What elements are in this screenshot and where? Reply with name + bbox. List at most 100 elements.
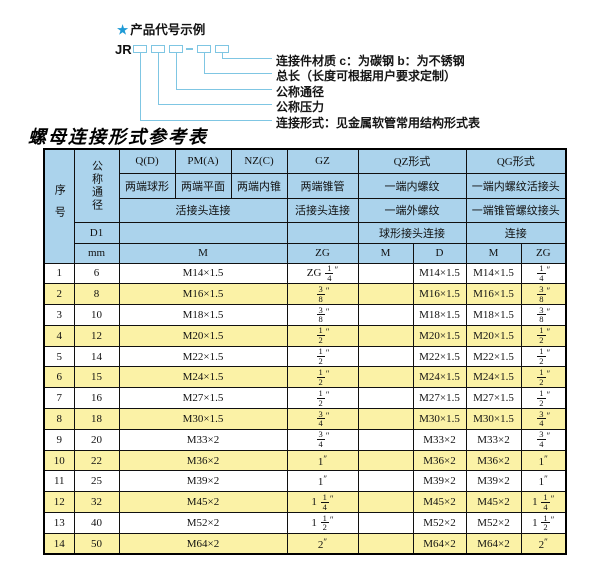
diagram-label-length: 总长（长度可根据用户要求定制） xyxy=(276,69,457,83)
table-cell xyxy=(357,408,414,430)
connector-line-3 xyxy=(176,53,272,90)
table-row: 8 18 M30×1.5 3 4 ″ M30×1.5 M30×1.5 3 4 ″ xyxy=(43,408,567,430)
header-thread: D xyxy=(412,242,467,264)
table-row: 2 8 M16×1.5 3 8 ″ M16×1.5 M16×1.5 3 8 ″ xyxy=(43,283,567,306)
table-cell xyxy=(357,512,414,534)
table-cell: 4 xyxy=(43,324,75,347)
diagram-label-material: 连接件材质 c：为碳钢 b：为不锈钢 xyxy=(276,54,465,68)
table-cell: 12 xyxy=(73,324,120,347)
table-cell: 1 1 4 ″ xyxy=(520,491,567,514)
table-cell xyxy=(357,283,414,306)
code-box-1 xyxy=(133,45,147,53)
inch-mark: ″ xyxy=(546,389,551,400)
table-cell: 32 xyxy=(73,491,120,514)
inch-mark: ″ xyxy=(325,306,330,317)
table-cell: M16×1.5 xyxy=(412,283,467,306)
table-cell: M24×1.5 xyxy=(118,366,288,389)
table-row: 7 16 M27×1.5 1 2 ″ M27×1.5 M27×1.5 1 2 ″ xyxy=(43,387,567,410)
table-cell: 1″ xyxy=(286,449,359,472)
header-conn4: 连接 xyxy=(465,221,567,244)
table-cell: M36×2 xyxy=(118,449,288,472)
inch-mark: ″ xyxy=(329,493,334,504)
header-conntype: 活接头连接 xyxy=(286,197,359,223)
inch-mark: ″ xyxy=(546,368,551,379)
inch-mark: ″ xyxy=(323,453,328,464)
table-cell: M27×1.5 xyxy=(118,387,288,410)
table-cell: M20×1.5 xyxy=(118,324,288,347)
table-cell: 1 2 ″ xyxy=(520,324,567,347)
header-group-pma: PM(A) xyxy=(174,148,232,174)
table-cell: 18 xyxy=(73,408,120,430)
table-header: 序号 公称通径 Q(D) PM(A) NZ(C) GZ QZ形式 QG形式 两端… xyxy=(43,148,567,264)
table-cell: 1 1 2 ″ xyxy=(286,512,359,534)
header-endtype: 一端内螺纹 xyxy=(357,172,467,199)
table-cell: M36×2 xyxy=(465,449,522,472)
table-cell: 1 1 2 ″ xyxy=(520,512,567,534)
inch-mark: ″ xyxy=(325,410,330,421)
code-prefix: JR xyxy=(115,42,132,57)
table-row: 1 6 M14×1.5 ZG 1 4 ″ M14×1.5 M14×1.5 1 4 ″ xyxy=(43,262,567,285)
diagram-label-pressure: 公称压力 xyxy=(276,100,325,114)
header-endtype: 一端内螺纹活接头 xyxy=(465,172,567,199)
code-box-3 xyxy=(169,45,183,53)
table-cell: 1″ xyxy=(520,470,567,493)
table-cell: M45×2 xyxy=(465,491,522,514)
table-cell: M16×1.5 xyxy=(118,283,288,306)
table-row: 13 40 M52×2 1 1 2 ″ M52×2 M52×2 1 1 2 ″ xyxy=(43,512,567,534)
inch-mark: ″ xyxy=(550,514,555,525)
table-cell: 3 xyxy=(43,304,75,326)
table-cell: 3 8 ″ xyxy=(520,283,567,306)
table-row: 5 14 M22×1.5 1 2 ″ M22×1.5 M22×1.5 1 2 ″ xyxy=(43,345,567,368)
table-cell: 1 2 ″ xyxy=(520,366,567,389)
inch-mark: ″ xyxy=(546,264,551,275)
table-cell: 20 xyxy=(73,428,120,451)
inch-mark: ″ xyxy=(325,431,330,442)
header-blank xyxy=(118,221,288,244)
table-row: 12 32 M45×2 1 1 4 ″ M45×2 M45×2 1 1 4 ″ xyxy=(43,491,567,514)
table-cell: M14×1.5 xyxy=(412,262,467,285)
inch-mark: ″ xyxy=(550,493,555,504)
table-cell: 1 2 ″ xyxy=(286,345,359,368)
header-endtype: 两端平面 xyxy=(174,172,232,199)
connector-line-5 xyxy=(140,53,272,121)
table-cell: 16 xyxy=(73,387,120,410)
table-row: 3 10 M18×1.5 3 8 ″ M18×1.5 M18×1.5 3 8 ″ xyxy=(43,304,567,326)
table-cell: 3 4 ″ xyxy=(520,428,567,451)
table-cell: 3 8 ″ xyxy=(286,304,359,326)
header-thread: M xyxy=(357,242,414,264)
table-cell: M39×2 xyxy=(412,470,467,493)
table-cell: M14×1.5 xyxy=(465,262,522,285)
header-thread: M xyxy=(465,242,522,264)
table-cell xyxy=(357,532,414,555)
table-cell xyxy=(357,428,414,451)
table-cell: M27×1.5 xyxy=(412,387,467,410)
header-thread: ZG xyxy=(520,242,567,264)
table-cell: M33×2 xyxy=(465,428,522,451)
table-cell xyxy=(357,262,414,285)
table-row: 6 15 M24×1.5 1 2 ″ M24×1.5 M24×1.5 1 2 ″ xyxy=(43,366,567,389)
diagram-title: 产品代号示例 xyxy=(130,23,206,37)
header-mm: mm xyxy=(73,242,120,264)
table-cell: M20×1.5 xyxy=(412,324,467,347)
table-cell: 10 xyxy=(73,304,120,326)
table-cell: M24×1.5 xyxy=(465,366,522,389)
table-cell: 1 2 ″ xyxy=(520,345,567,368)
table-cell xyxy=(357,366,414,389)
table-cell: 8 xyxy=(73,283,120,306)
header-conntype: 活接头连接 xyxy=(118,197,288,223)
header-endtype: 两端球形 xyxy=(118,172,176,199)
table-cell: 2 xyxy=(43,283,75,306)
table-cell: M30×1.5 xyxy=(465,408,522,430)
table-cell: 25 xyxy=(73,470,120,493)
table-cell xyxy=(357,345,414,368)
code-dash xyxy=(186,48,193,50)
